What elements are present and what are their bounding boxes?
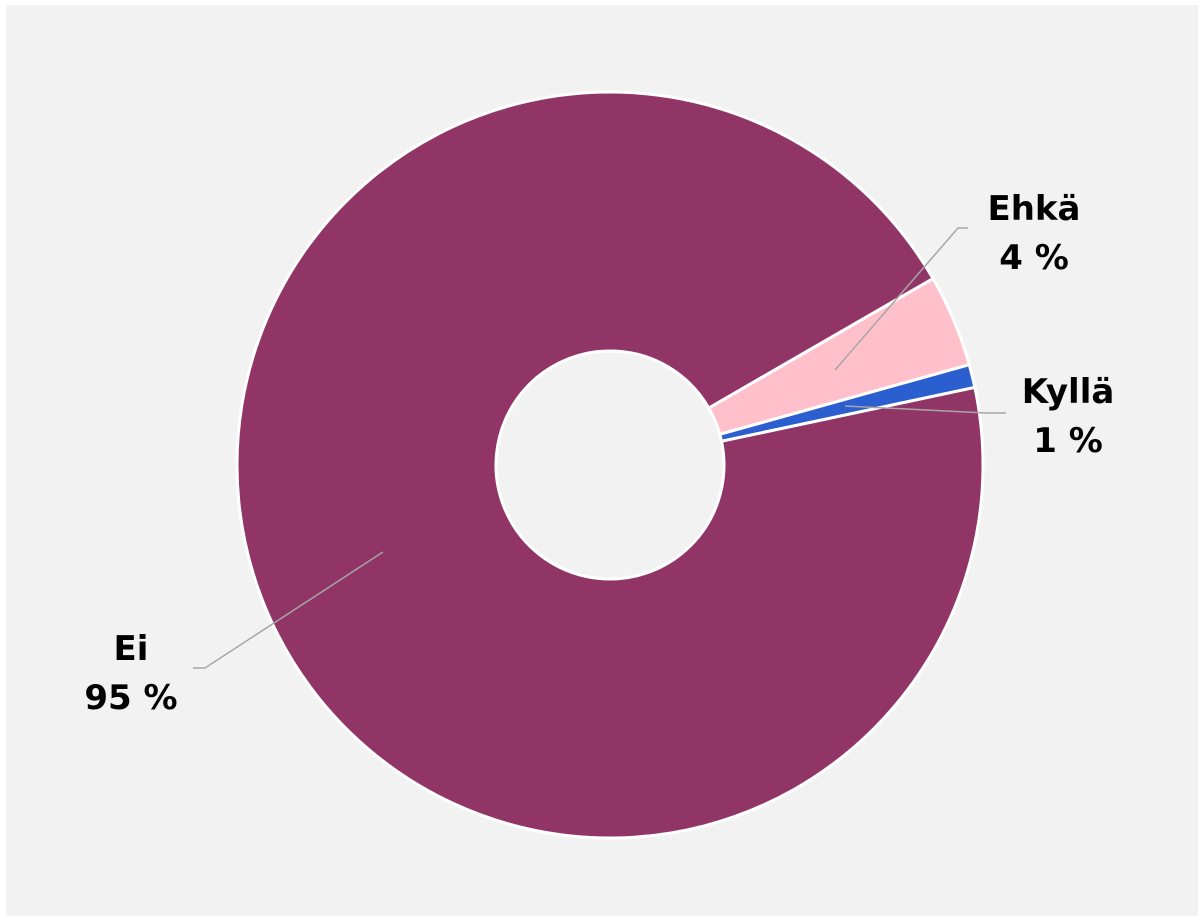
leader-line-kyllä [844,405,1006,414]
slice-value-ei: 95 % [84,678,177,718]
slice-label-ehkä: Ehkä [988,189,1081,229]
leader-line-ei [193,551,384,669]
slice-ei [235,90,985,840]
slice-label-ei: Ei [114,629,149,669]
slice-value-ehkä: 4 % [999,238,1069,278]
slice-value-kyllä: 1 % [1033,421,1103,461]
leader-line-ehkä [834,227,968,371]
slice-label-kyllä: Kyllä [1022,372,1115,412]
